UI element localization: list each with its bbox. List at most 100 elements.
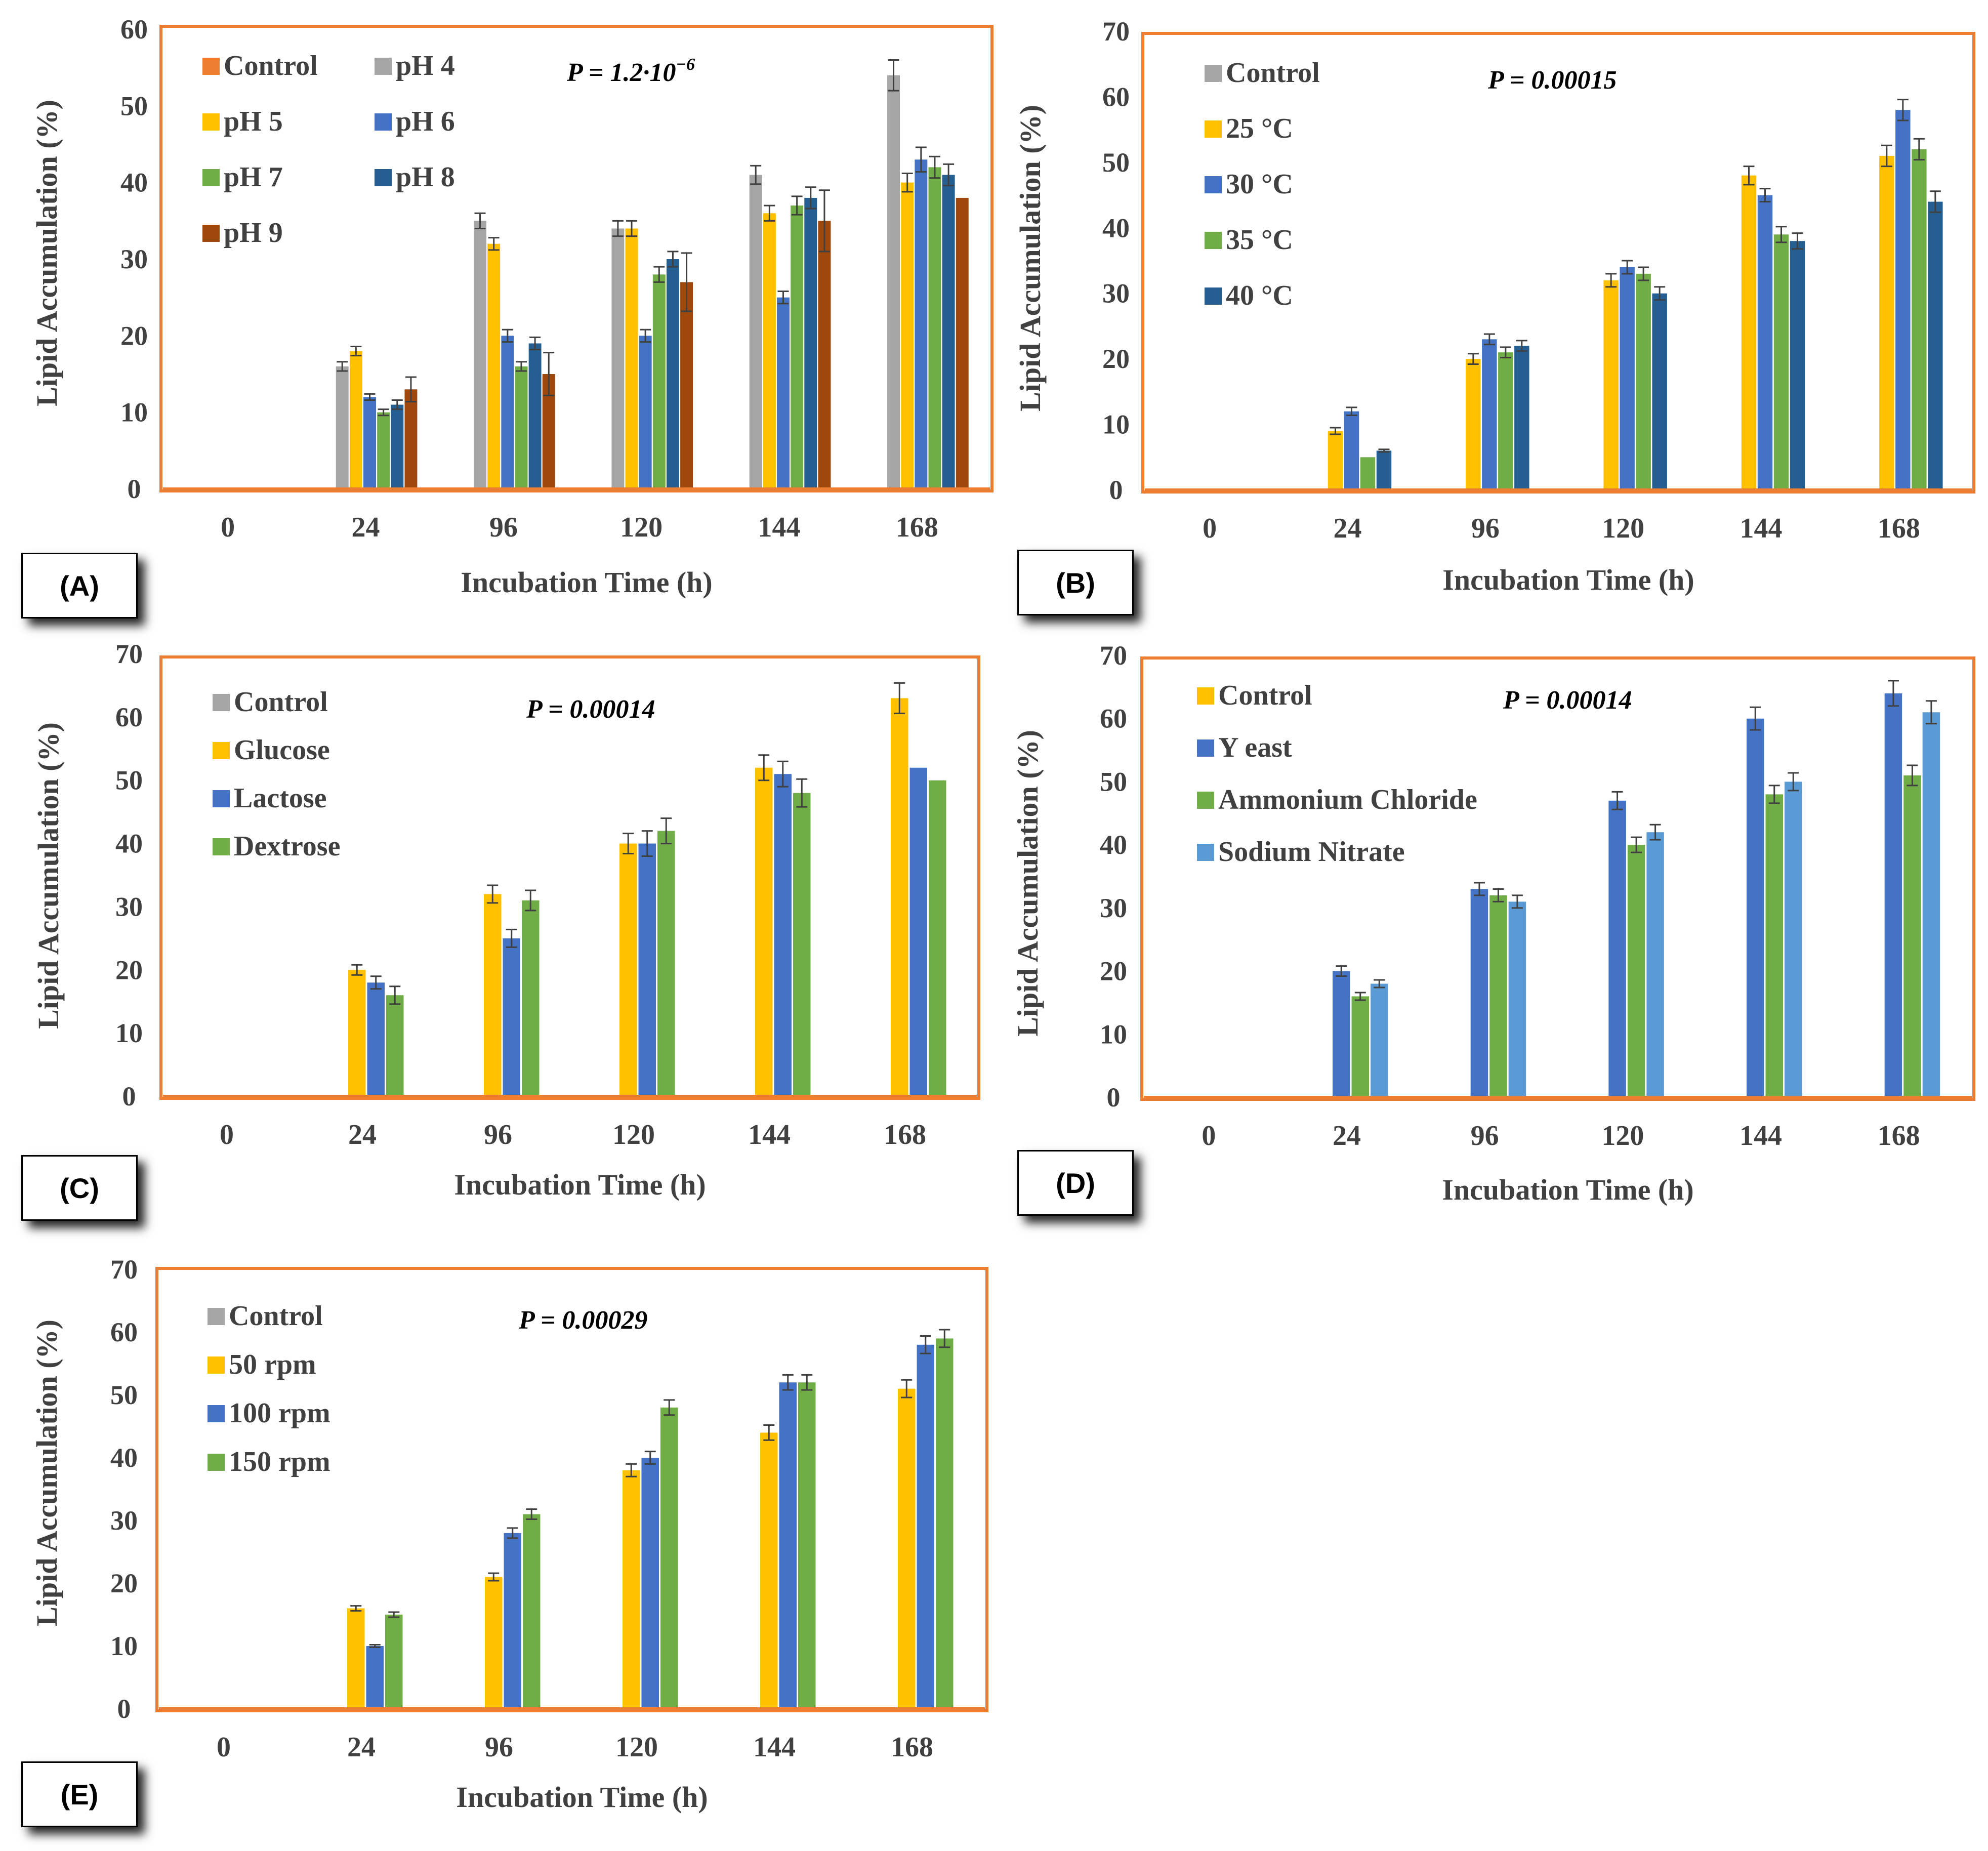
bar-30-c [1344,411,1359,490]
bar-ph-5 [349,351,362,489]
legend-swatch [1205,176,1222,193]
bar-sodium-nitrate [1646,832,1664,1097]
legend-item: Ammonium Chloride [1197,784,1477,815]
bar-40-c [1652,293,1667,490]
bar-25-c [1603,280,1619,490]
x-tick-label: 96 [485,1732,513,1763]
legend-label: Y east [1218,732,1292,763]
legend-swatch [375,169,392,186]
x-tick-label: 168 [1878,513,1920,544]
y-axis-title: Lipid Accumulation (%) [32,722,65,1029]
bar-ph-4 [887,75,900,489]
bar-ammonium-chloride [1903,775,1921,1097]
bar-dextrose [386,995,404,1096]
bar-ammonium-chloride [1351,996,1369,1097]
p-value: P = 0.00014 [526,695,655,724]
x-tick-label: 0 [221,512,235,543]
legend-swatch [202,113,220,131]
bar-30-c [1482,339,1497,490]
x-tick-label: 144 [748,1119,791,1150]
legend-swatch [208,1356,225,1374]
y-axis-title: Lipid Accumulation (%) [30,1320,63,1626]
x-tick-label: 168 [891,1732,933,1763]
x-tick-label: 144 [753,1732,796,1763]
bar-30-c [1895,110,1911,490]
legend-label: Control [234,686,328,718]
bar-100-rpm [366,1646,384,1709]
x-axis-title: Incubation Time (h) [456,1781,708,1814]
x-tick-label: 24 [348,1119,377,1150]
y-axis-title: Lipid Accumulation (%) [30,100,63,406]
legend-label: Sodium Nitrate [1218,836,1405,868]
bar-50-rpm [347,1608,365,1709]
legend-swatch [213,838,230,855]
bar-ph-8 [528,343,542,489]
bar-ph-7 [791,205,804,489]
legend-label: Control [229,1300,323,1332]
y-axis-ticks: 0 10 20 30 40 50 60 70 [110,1254,138,1724]
bar-30-c [1620,267,1635,490]
legend-swatch [213,694,230,711]
legend-item: 100 rpm [208,1397,330,1429]
y-tick-label: 30 [120,244,148,274]
legend-item: 40 °C [1205,280,1293,311]
legend-swatch [213,742,230,759]
x-tick-label: 0 [1203,513,1217,544]
bar-y-east [1470,889,1488,1097]
legend-label: 30 °C [1226,169,1293,200]
bar-25-c [1466,359,1481,490]
y-tick-label: 60 [115,702,143,732]
bar-150-rpm [523,1514,541,1709]
y-tick-label: 50 [110,1380,138,1410]
y-tick-label: 70 [115,639,143,669]
legend-swatch [1205,120,1222,138]
x-tick-label: 120 [615,1732,658,1763]
legend-label: pH 9 [224,217,283,249]
bar-lactose [503,938,520,1096]
bar-ph-7 [652,274,666,489]
bar-y-east [1608,800,1626,1097]
legend-item: Control [202,50,318,81]
x-axis-title: Incubation Time (h) [1442,1173,1693,1206]
bar-glucose [484,894,502,1096]
chart-panel-c: 0 10 20 30 40 50 60 70 0 24 96 120 144 168 Incubation … [32,639,980,1201]
legend-swatch [1205,232,1222,249]
bar-ph-6 [915,159,928,489]
legend-item: pH 4 [375,50,455,81]
bar-glucose [891,698,908,1096]
bar-ph-8 [942,175,955,489]
bar-y-east [1884,693,1902,1097]
bar-30-c [1757,195,1773,490]
legend-swatch [375,58,392,75]
bar-100-rpm [641,1458,659,1709]
y-tick-label: 20 [1100,956,1127,986]
chart-panel-d: 0 10 20 30 40 50 60 70 0 24 96 120 144 168 Incubation … [1011,640,1975,1206]
bar-sodium-nitrate [1371,983,1388,1097]
legend-item: Control [208,1300,323,1332]
legend-swatch [202,58,220,75]
x-axis-title: Incubation Time (h) [1442,563,1694,596]
x-tick-label: 0 [1202,1120,1216,1151]
chart-panel-e: 0 10 20 30 40 50 60 70 0 24 96 120 144 168 Incubation … [30,1254,988,1814]
y-axis-ticks: 0 10 20 30 40 50 60 70 [115,639,143,1112]
bar-100-rpm [917,1344,934,1709]
bar-40-c [1376,450,1392,490]
y-axis-title: Lipid Accumulation (%) [1011,730,1044,1037]
y-axis-ticks: 0 10 20 30 40 50 60 70 [1102,16,1130,505]
bar-ph-8 [391,404,404,489]
x-tick-label: 144 [758,512,801,543]
bar-ph-4 [749,175,762,489]
legend-label: 50 rpm [229,1349,316,1380]
x-axis-ticks: 0 24 96 120 144 168 [217,1732,933,1763]
y-tick-label: 70 [110,1254,138,1285]
bars [1333,680,1940,1097]
y-tick-label: 30 [1100,893,1127,923]
legend-item: Control [1205,57,1320,89]
bar-150-rpm [660,1407,678,1709]
legend-label: 35 °C [1226,224,1293,256]
x-axis-ticks: 0 24 96 120 144 168 [1203,513,1920,544]
legend-label: Control [1218,680,1312,711]
legend-swatch [1205,287,1222,305]
x-tick-label: 120 [1602,513,1644,544]
